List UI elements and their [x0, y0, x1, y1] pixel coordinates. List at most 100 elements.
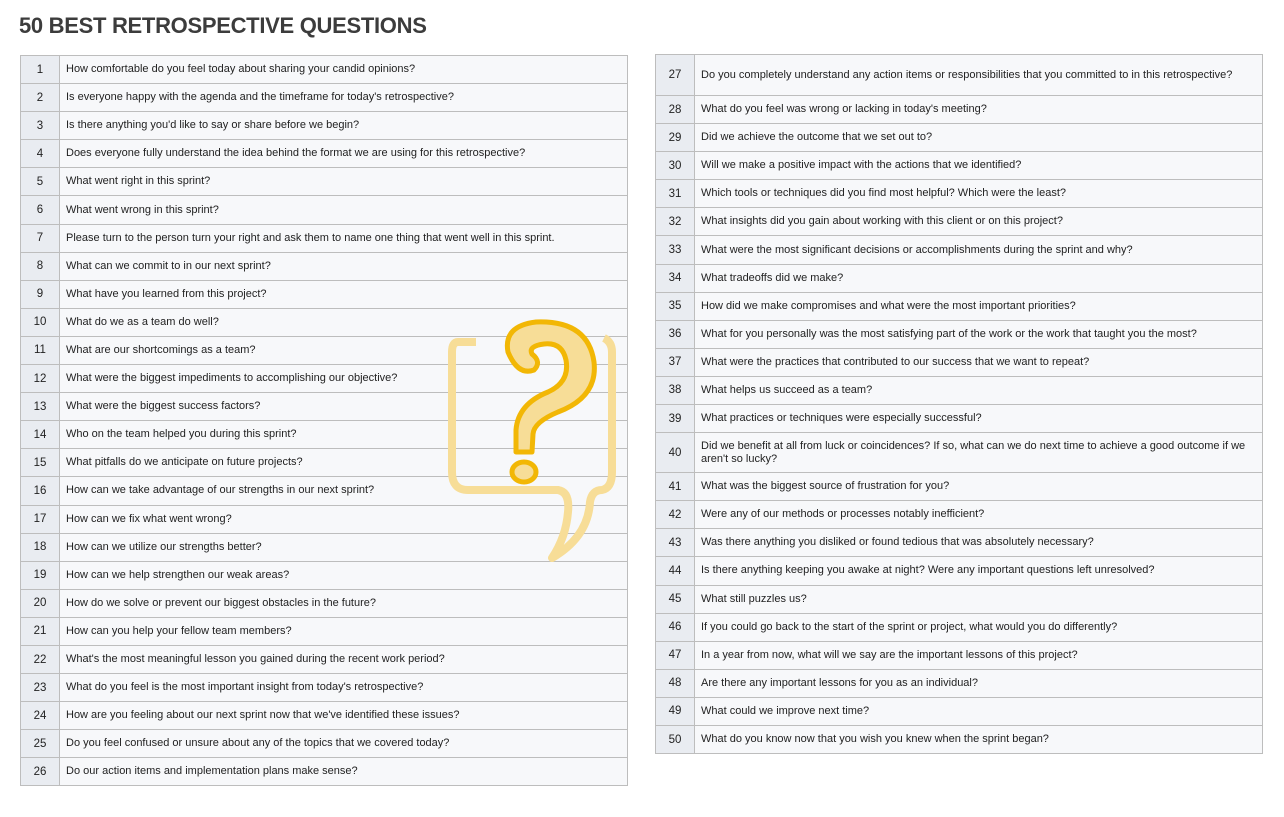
question-text: Please turn to the person turn your righ… [60, 224, 627, 252]
table-row: 49 What could we improve next time? [656, 697, 1262, 726]
question-number: 9 [21, 280, 60, 308]
question-text: What insights did you gain about working… [695, 208, 1262, 236]
table-row: 29 Did we achieve the outcome that we set… [656, 124, 1262, 153]
table-row: 43 Was there anything you disliked or fou… [656, 529, 1262, 558]
question-text: How did we make compromises and what wer… [695, 292, 1262, 320]
question-number: 19 [21, 561, 60, 589]
table-row: 44 Is there anything keeping you awake at… [656, 557, 1262, 586]
question-number: 48 [656, 669, 695, 697]
question-text: How can we fix what went wrong? [60, 505, 627, 533]
question-number: 25 [21, 730, 60, 758]
table-row: 11 What are our shortcomings as a team? [21, 336, 627, 366]
question-number: 6 [21, 196, 60, 224]
question-number: 7 [21, 224, 60, 252]
question-number: 20 [21, 589, 60, 617]
question-text: Do you completely understand any action … [695, 55, 1262, 95]
table-row: 19 How can we help strengthen our weak ar… [21, 561, 627, 590]
table-row: 37 What were the practices that contribut… [656, 348, 1262, 377]
question-text: Does everyone fully understand the idea … [60, 140, 627, 168]
table-row: 8 What can we commit to in our next sprin… [21, 252, 627, 281]
question-number: 29 [656, 124, 695, 152]
question-number: 17 [21, 505, 60, 533]
question-text: Was there anything you disliked or found… [695, 529, 1262, 557]
question-text: What practices or techniques were especi… [695, 405, 1262, 433]
question-number: 39 [656, 405, 695, 433]
question-text: What could we improve next time? [695, 697, 1262, 725]
question-text: Did we achieve the outcome that we set o… [695, 124, 1262, 152]
table-row: 38 What helps us succeed as a team? [656, 376, 1262, 406]
question-number: 11 [21, 336, 60, 365]
question-number: 31 [656, 180, 695, 208]
question-number: 33 [656, 236, 695, 264]
question-text: In a year from now, what will we say are… [695, 641, 1262, 669]
table-row: 6 What went wrong in this sprint? [21, 196, 627, 225]
table-row: 15 What pitfalls do we anticipate on futu… [21, 449, 627, 478]
question-text: What's the most meaningful lesson you ga… [60, 645, 627, 674]
table-row: 32 What insights did you gain about worki… [656, 208, 1262, 237]
table-row: 33 What were the most significant decisio… [656, 236, 1262, 265]
question-text: What do you know now that you wish you k… [695, 725, 1262, 754]
question-number: 30 [656, 152, 695, 180]
table-row: 36 What for you personally was the most s… [656, 320, 1262, 349]
table-row: 42 Were any of our methods or processes n… [656, 501, 1262, 530]
question-number: 47 [656, 641, 695, 669]
question-number: 46 [656, 613, 695, 641]
table-row: 1 How comfortable do you feel today about… [21, 56, 627, 85]
question-number: 1 [21, 56, 60, 84]
question-text: Were any of our methods or processes not… [695, 501, 1262, 529]
table-row: 45 What still puzzles us? [656, 585, 1262, 614]
question-text: What tradeoffs did we make? [695, 264, 1262, 292]
question-text: Who on the team helped you during this s… [60, 421, 627, 449]
question-text: What still puzzles us? [695, 585, 1262, 613]
question-text: Which tools or techniques did you find m… [695, 180, 1262, 208]
table-row: 35 How did we make compromises and what w… [656, 292, 1262, 321]
question-text: How can we take advantage of our strengt… [60, 477, 627, 505]
question-text: What for you personally was the most sat… [695, 320, 1262, 348]
question-text: What can we commit to in our next sprint… [60, 252, 627, 280]
question-text: What was the biggest source of frustrati… [695, 473, 1262, 501]
table-row: 16 How can we take advantage of our stren… [21, 477, 627, 506]
table-row: 39 What practices or techniques were espe… [656, 405, 1262, 434]
question-number: 32 [656, 208, 695, 236]
question-number: 44 [656, 557, 695, 585]
question-number: 35 [656, 292, 695, 320]
question-number: 38 [656, 376, 695, 405]
question-text: What were the biggest impediments to acc… [60, 365, 627, 393]
table-row: 28 What do you feel was wrong or lacking … [656, 96, 1262, 125]
table-row: 25 Do you feel confused or unsure about a… [21, 730, 627, 759]
table-row: 48 Are there any important lessons for yo… [656, 669, 1262, 698]
question-number: 36 [656, 320, 695, 348]
table-row: 2 Is everyone happy with the agenda and t… [21, 84, 627, 113]
table-row: 47 In a year from now, what will we say a… [656, 641, 1262, 670]
question-number: 28 [656, 96, 695, 124]
table-row: 24 How are you feeling about our next spr… [21, 702, 627, 731]
question-number: 16 [21, 477, 60, 505]
table-row: 40 Did we benefit at all from luck or coi… [656, 433, 1262, 474]
question-number: 12 [21, 365, 60, 393]
table-row: 31 Which tools or techniques did you find… [656, 180, 1262, 209]
question-number: 43 [656, 529, 695, 557]
question-number: 14 [21, 421, 60, 449]
table-row: 50 What do you know now that you wish you… [656, 725, 1262, 755]
question-number: 40 [656, 433, 695, 473]
question-text: Is everyone happy with the agenda and th… [60, 84, 627, 112]
table-row: 34 What tradeoffs did we make? [656, 264, 1262, 293]
question-number: 37 [656, 348, 695, 376]
question-number: 8 [21, 252, 60, 280]
table-row: 7 Please turn to the person turn your rig… [21, 224, 627, 253]
table-row: 26 Do our action items and implementation… [21, 758, 627, 787]
table-row: 30 Will we make a positive impact with th… [656, 152, 1262, 181]
question-text: How can we help strengthen our weak area… [60, 561, 627, 589]
question-text: Is there anything keeping you awake at n… [695, 557, 1262, 585]
question-text: What were the practices that contributed… [695, 348, 1262, 376]
table-row: 10 What do we as a team do well? [21, 308, 627, 337]
table-row: 20 How do we solve or prevent our biggest… [21, 589, 627, 618]
question-number: 21 [21, 617, 60, 645]
table-row: 46 If you could go back to the start of t… [656, 613, 1262, 642]
questions-table-left: 1 How comfortable do you feel today about… [20, 55, 628, 787]
question-text: What are our shortcomings as a team? [60, 336, 627, 365]
question-text: Is there anything you'd like to say or s… [60, 112, 627, 140]
question-text: What were the biggest success factors? [60, 393, 627, 421]
table-row: 5 What went right in this sprint? [21, 168, 627, 197]
table-row: 41 What was the biggest source of frustra… [656, 473, 1262, 502]
